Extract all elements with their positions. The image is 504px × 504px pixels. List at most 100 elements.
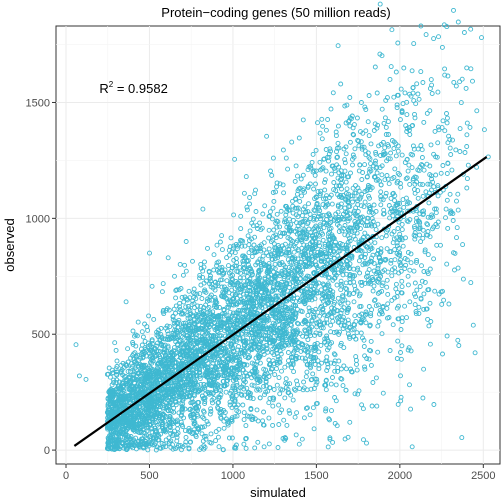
- data-point: [105, 371, 111, 377]
- data-point: [357, 162, 363, 168]
- data-point: [324, 320, 330, 326]
- data-point: [197, 272, 203, 278]
- data-point: [293, 163, 299, 169]
- data-point: [284, 282, 290, 288]
- data-point: [392, 166, 398, 172]
- data-point: [393, 153, 399, 159]
- data-point: [390, 322, 396, 328]
- data-point: [276, 422, 282, 427]
- data-point: [362, 189, 368, 194]
- data-point: [327, 213, 333, 219]
- data-point: [257, 220, 263, 226]
- data-point: [207, 275, 213, 281]
- data-point: [425, 229, 431, 234]
- data-point: [281, 190, 287, 196]
- data-point: [363, 251, 368, 257]
- data-point: [359, 214, 365, 220]
- data-point: [151, 316, 157, 322]
- data-point: [233, 291, 239, 297]
- data-point: [324, 251, 330, 257]
- data-point: [312, 344, 318, 350]
- data-point: [224, 255, 230, 261]
- data-point: [370, 380, 376, 385]
- data-point: [243, 303, 249, 309]
- data-point: [128, 444, 134, 449]
- data-point: [368, 168, 374, 174]
- data-point: [305, 184, 311, 190]
- data-point: [322, 339, 328, 345]
- data-point: [426, 287, 432, 293]
- data-point: [336, 314, 342, 320]
- data-point: [112, 340, 118, 346]
- data-point: [338, 278, 344, 284]
- data-point: [280, 147, 286, 153]
- data-point: [201, 326, 207, 332]
- data-point: [454, 225, 460, 231]
- data-point: [248, 329, 254, 335]
- data-point: [398, 350, 403, 355]
- data-point: [218, 353, 223, 359]
- data-point: [131, 417, 137, 423]
- data-point: [379, 283, 385, 289]
- data-point: [185, 303, 191, 309]
- data-point: [260, 211, 266, 217]
- data-point: [371, 202, 377, 208]
- data-point: [249, 375, 255, 381]
- data-point: [333, 382, 339, 388]
- data-point: [411, 224, 417, 230]
- data-point: [347, 123, 353, 129]
- data-point: [285, 334, 291, 340]
- data-point: [240, 253, 246, 259]
- data-point: [360, 335, 365, 341]
- chart-title: Protein−coding genes (50 million reads): [161, 5, 390, 20]
- data-point: [391, 206, 397, 212]
- data-point: [424, 221, 430, 227]
- data-point: [304, 264, 310, 269]
- data-point: [313, 239, 319, 245]
- data-point: [307, 241, 313, 247]
- data-point: [197, 376, 203, 382]
- data-point: [227, 297, 233, 303]
- data-point: [430, 226, 435, 232]
- data-point: [359, 146, 365, 152]
- data-point: [271, 339, 277, 344]
- data-point: [305, 344, 311, 350]
- data-point: [293, 303, 299, 309]
- data-point: [343, 242, 349, 248]
- data-point: [148, 436, 154, 442]
- data-point: [274, 382, 280, 388]
- data-point: [303, 275, 309, 281]
- data-point: [110, 429, 116, 435]
- data-point: [230, 393, 235, 399]
- data-point: [214, 260, 220, 266]
- data-point: [435, 183, 441, 189]
- data-point: [262, 371, 268, 377]
- data-point: [440, 163, 446, 168]
- data-point: [266, 357, 272, 363]
- data-point: [331, 180, 337, 185]
- data-point: [337, 329, 342, 335]
- data-point: [387, 209, 393, 215]
- data-point: [316, 362, 322, 368]
- data-point: [397, 263, 403, 269]
- data-point: [303, 209, 309, 215]
- data-point: [232, 250, 238, 256]
- data-point: [230, 310, 236, 316]
- data-point: [200, 372, 206, 378]
- data-point: [408, 151, 414, 157]
- data-point: [201, 332, 207, 338]
- data-point: [205, 365, 210, 371]
- data-point: [328, 259, 333, 265]
- data-point: [153, 406, 159, 412]
- data-point: [388, 64, 394, 70]
- data-point: [371, 128, 377, 133]
- data-point: [375, 290, 381, 296]
- data-point: [420, 235, 426, 241]
- data-point: [425, 271, 431, 277]
- data-point: [332, 242, 338, 248]
- data-point: [174, 417, 180, 423]
- data-point: [225, 317, 231, 323]
- data-point: [362, 364, 367, 370]
- data-point: [224, 326, 230, 332]
- data-point: [468, 280, 474, 286]
